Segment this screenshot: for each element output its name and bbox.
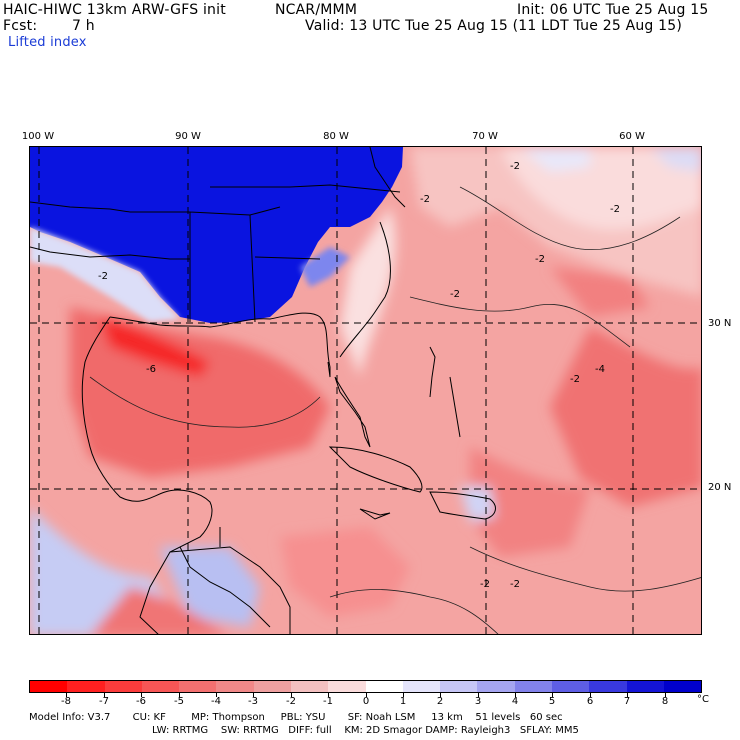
lifted-index-map: -2 -2 -2 -2 -6 -2 -2 -2 -4 -2 -2 — [29, 146, 702, 635]
lon-label-80w: 80 W — [323, 131, 349, 142]
colorbar-label: -2 — [286, 696, 296, 707]
colorbar-box — [402, 681, 441, 692]
forecast-hour: 7 h — [72, 18, 95, 34]
colorbar-tick — [291, 693, 292, 697]
colorbar-tick — [141, 693, 142, 697]
colorbar — [29, 680, 702, 693]
colorbar-tick — [216, 693, 217, 697]
colorbar-box — [477, 681, 515, 692]
colorbar-label: 0 — [362, 696, 370, 707]
colorbar-label: -3 — [248, 696, 258, 707]
coastlines — [30, 147, 496, 634]
map-svg: -2 -2 -2 -2 -6 -2 -2 -2 -4 -2 -2 — [30, 147, 701, 634]
field-name: Lifted index — [8, 35, 87, 50]
colorbar-label: 5 — [548, 696, 556, 707]
colorbar-box — [365, 681, 403, 692]
positive-region-us — [30, 147, 403, 323]
contour-label: -4 — [595, 364, 605, 375]
contour-label: -2 — [510, 161, 520, 172]
forecast-label: Fcst: — [3, 18, 38, 34]
colorbar-label: 4 — [511, 696, 519, 707]
contour-label: -2 — [480, 579, 490, 590]
colorbar-unit: °C — [697, 694, 709, 705]
contour-label: -2 — [570, 374, 580, 385]
lat-label-20n: 20 N — [708, 482, 732, 493]
model-info-line1: Model Info: V3.7 CU: KF MP: Thompson PBL… — [29, 712, 563, 723]
colorbar-label: -4 — [211, 696, 221, 707]
lon-label-90w: 90 W — [175, 131, 201, 142]
colorbar-label: -5 — [174, 696, 184, 707]
colorbar-box — [216, 681, 254, 692]
colorbar-label: 3 — [474, 696, 482, 707]
organization: NCAR/MMM — [275, 2, 358, 18]
lon-label-70w: 70 W — [472, 131, 498, 142]
colorbar-tick — [104, 693, 105, 697]
colorbar-box — [514, 681, 552, 692]
colorbar-box — [253, 681, 291, 692]
colorbar-box — [328, 681, 366, 692]
contour-labels: -2 -2 -2 -2 -6 -2 -2 -2 -4 -2 -2 — [98, 161, 620, 590]
colorbar-tick — [478, 693, 479, 697]
colorbar-tick — [590, 693, 591, 697]
colorbar-label: -1 — [323, 696, 333, 707]
init-time: Init: 06 UTC Tue 25 Aug 15 — [517, 2, 709, 18]
colorbar-tick — [552, 693, 553, 697]
lon-label-60w: 60 W — [619, 131, 645, 142]
lon-label-100w: 100 W — [21, 131, 55, 142]
field-shading — [30, 147, 701, 634]
colorbar-tick — [253, 693, 254, 697]
contour-label: -2 — [450, 289, 460, 300]
colorbar-tick — [179, 693, 180, 697]
colorbar-tick — [66, 693, 67, 697]
colorbar-box — [30, 681, 68, 692]
colorbar-label: -7 — [99, 696, 109, 707]
model-info-line2: LW: RRTMG SW: RRTMG DIFF: full KM: 2D Sm… — [152, 725, 579, 736]
contour-label: -2 — [510, 579, 520, 590]
colorbar-box — [663, 681, 702, 692]
colorbar-label: 2 — [436, 696, 444, 707]
contour-label: -2 — [420, 194, 430, 205]
colorbar-label: 8 — [661, 696, 669, 707]
colorbar-box — [626, 681, 664, 692]
contours — [89, 186, 701, 634]
colorbar-box — [67, 681, 105, 692]
lat-label-30n: 30 N — [708, 318, 732, 329]
colorbar-tick — [515, 693, 516, 697]
colorbar-tick — [627, 693, 628, 697]
colorbar-box — [589, 681, 627, 692]
colorbar-tick — [403, 693, 404, 697]
colorbar-box — [440, 681, 478, 692]
colorbar-label: 1 — [399, 696, 407, 707]
contour-label: -2 — [535, 254, 545, 265]
colorbar-box — [179, 681, 217, 692]
colorbar-box — [104, 681, 142, 692]
colorbar-label: 6 — [586, 696, 594, 707]
valid-time: Valid: 13 UTC Tue 25 Aug 15 (11 LDT Tue … — [305, 18, 683, 34]
lat-lon-grid — [30, 147, 701, 634]
colorbar-tick — [328, 693, 329, 697]
colorbar-tick — [366, 693, 367, 697]
colorbar-box — [141, 681, 180, 692]
colorbar-label: -8 — [61, 696, 71, 707]
contour-label: -2 — [610, 204, 620, 215]
model-title: HAIC-HIWC 13km ARW-GFS init — [3, 2, 226, 18]
contour-label: -6 — [146, 364, 156, 375]
colorbar-box — [551, 681, 590, 692]
contour-label: -2 — [98, 271, 108, 282]
colorbar-label: 7 — [623, 696, 631, 707]
colorbar-tick — [440, 693, 441, 697]
colorbar-tick — [665, 693, 666, 697]
colorbar-box — [290, 681, 329, 692]
colorbar-label: -6 — [136, 696, 146, 707]
